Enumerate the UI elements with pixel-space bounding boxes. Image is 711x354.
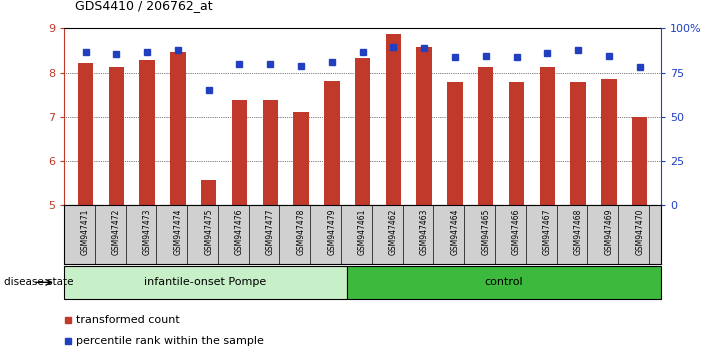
Bar [632, 117, 648, 205]
Bar [385, 34, 401, 205]
Bar [347, 266, 661, 299]
Text: GDS4410 / 206762_at: GDS4410 / 206762_at [75, 0, 213, 12]
Text: percentile rank within the sample: percentile rank within the sample [76, 336, 264, 346]
Text: GSM947476: GSM947476 [235, 208, 244, 255]
Text: GSM947478: GSM947478 [296, 208, 306, 255]
Bar [262, 100, 278, 205]
Bar [447, 82, 463, 205]
Bar [509, 82, 524, 205]
Bar [64, 266, 347, 299]
Text: GSM947474: GSM947474 [173, 208, 183, 255]
Text: GSM947471: GSM947471 [81, 208, 90, 255]
Bar [540, 67, 555, 205]
Text: GSM947475: GSM947475 [204, 208, 213, 255]
Bar [109, 67, 124, 205]
Text: GSM947470: GSM947470 [635, 208, 644, 255]
Bar [139, 60, 155, 205]
Text: GSM947462: GSM947462 [389, 208, 398, 255]
Text: GSM947465: GSM947465 [481, 208, 491, 255]
Text: GSM947464: GSM947464 [451, 208, 459, 255]
Text: GSM947467: GSM947467 [542, 208, 552, 255]
Bar [170, 52, 186, 205]
Text: GSM947472: GSM947472 [112, 208, 121, 255]
Text: transformed count: transformed count [76, 315, 180, 325]
Text: GSM947463: GSM947463 [419, 208, 429, 255]
Text: infantile-onset Pompe: infantile-onset Pompe [144, 277, 267, 287]
Bar [294, 112, 309, 205]
Bar [232, 100, 247, 205]
Text: disease state: disease state [4, 277, 73, 287]
Bar [570, 82, 586, 205]
Text: GSM947468: GSM947468 [574, 208, 582, 255]
Bar [602, 79, 616, 205]
Bar [478, 67, 493, 205]
Text: GSM947461: GSM947461 [358, 208, 367, 255]
Bar [355, 58, 370, 205]
Text: GSM947477: GSM947477 [266, 208, 274, 255]
Text: GSM947479: GSM947479 [327, 208, 336, 255]
Bar [324, 81, 340, 205]
Bar [417, 47, 432, 205]
Bar [77, 63, 93, 205]
Text: GSM947469: GSM947469 [604, 208, 614, 255]
Bar [201, 180, 216, 205]
Text: GSM947473: GSM947473 [143, 208, 151, 255]
Text: control: control [485, 277, 523, 287]
Text: GSM947466: GSM947466 [512, 208, 521, 255]
